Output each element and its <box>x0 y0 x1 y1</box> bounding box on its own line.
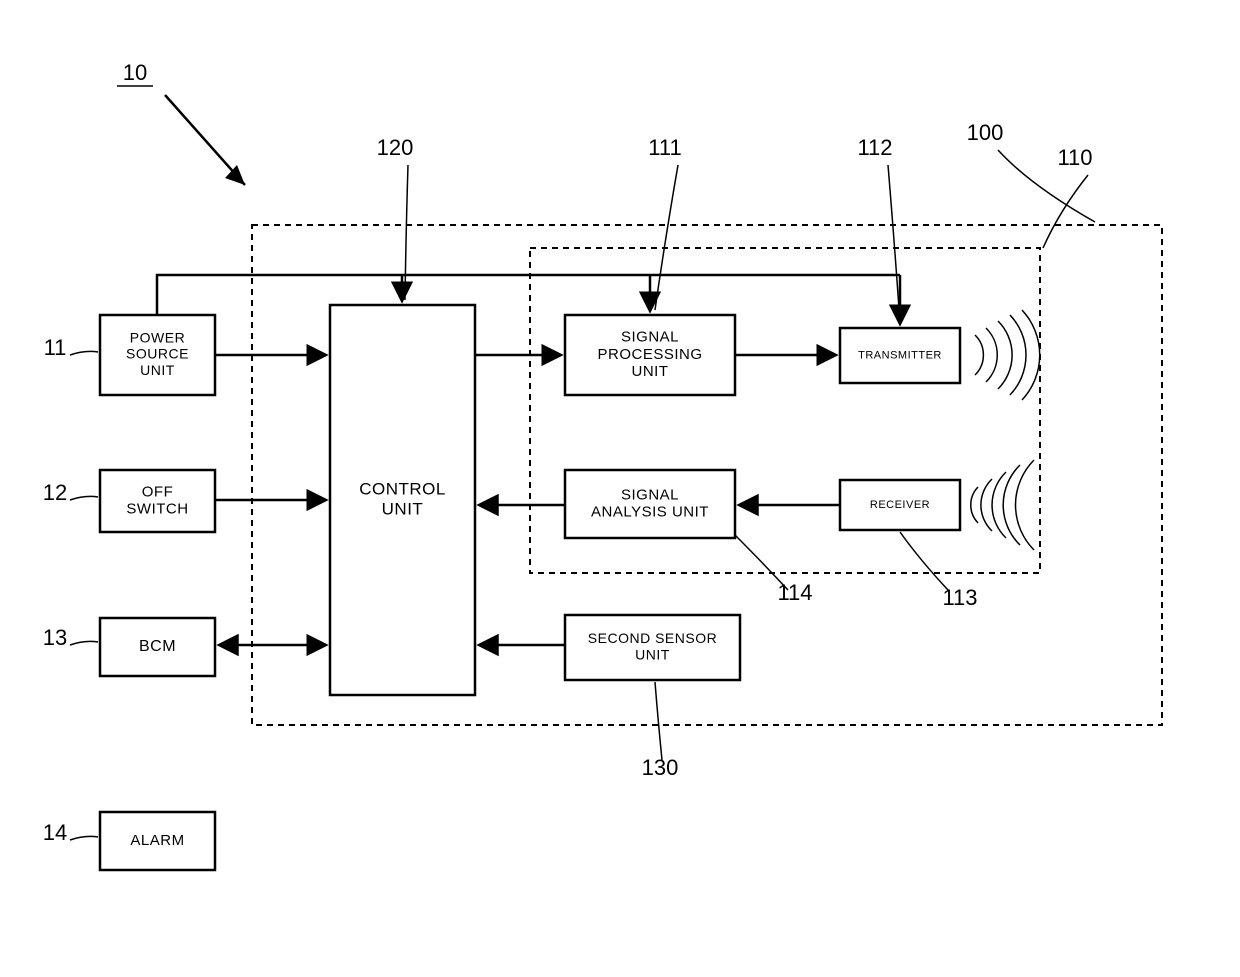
waves-tx <box>975 310 1040 400</box>
block-power-label: UNIT <box>140 362 175 378</box>
callout-112: 112 <box>857 135 892 160</box>
callout-114: 114 <box>777 580 812 605</box>
block-second-label: SECOND SENSOR <box>588 630 717 646</box>
block-power-label: POWER <box>130 330 185 346</box>
block-second: SECOND SENSORUNIT <box>565 615 740 680</box>
callout-14: 14 <box>43 820 67 845</box>
callout-12: 12 <box>43 480 67 505</box>
block-rx: RECEIVER <box>840 480 960 530</box>
block-off-label: SWITCH <box>126 501 188 518</box>
callout-120: 120 <box>377 135 414 160</box>
block-second-label: UNIT <box>635 646 670 662</box>
callout-100: 100 <box>967 120 1004 145</box>
block-sigproc-label: UNIT <box>632 363 669 380</box>
block-rx-label: RECEIVER <box>870 499 930 511</box>
callout-110: 110 <box>1057 145 1092 170</box>
block-siganal: SIGNALANALYSIS UNIT <box>565 470 735 538</box>
block-power-label: SOURCE <box>126 346 189 362</box>
block-tx-label: TRANSMITTER <box>858 349 942 361</box>
block-sigproc-label: PROCESSING <box>597 346 702 363</box>
block-alarm-label: ALARM <box>130 832 184 849</box>
pointer-10 <box>165 95 245 185</box>
block-control: CONTROLUNIT <box>330 305 475 695</box>
callout-11: 11 <box>44 335 67 360</box>
block-control-label: UNIT <box>382 499 424 518</box>
block-tx: TRANSMITTER <box>840 328 960 383</box>
waves-rx <box>971 460 1034 550</box>
callout-130: 130 <box>642 755 679 780</box>
block-alarm: ALARM <box>100 812 215 870</box>
block-diagram: POWERSOURCEUNITOFFSWITCHBCMALARMCONTROLU… <box>0 0 1240 977</box>
block-off: OFFSWITCH <box>100 470 215 532</box>
block-control-label: CONTROL <box>359 480 446 499</box>
block-power: POWERSOURCEUNIT <box>100 315 215 395</box>
block-siganal-label: SIGNAL <box>621 486 679 503</box>
block-siganal-label: ANALYSIS UNIT <box>591 504 709 521</box>
block-sigproc: SIGNALPROCESSINGUNIT <box>565 315 735 395</box>
block-bcm: BCM <box>100 618 215 676</box>
block-sigproc-label: SIGNAL <box>621 329 679 346</box>
block-bcm-label: BCM <box>139 638 176 655</box>
callout-113: 113 <box>942 585 977 610</box>
callout-111: 111 <box>648 135 681 160</box>
callout-13: 13 <box>43 625 67 650</box>
callout-10: 10 <box>123 60 147 85</box>
block-off-label: OFF <box>142 483 174 500</box>
